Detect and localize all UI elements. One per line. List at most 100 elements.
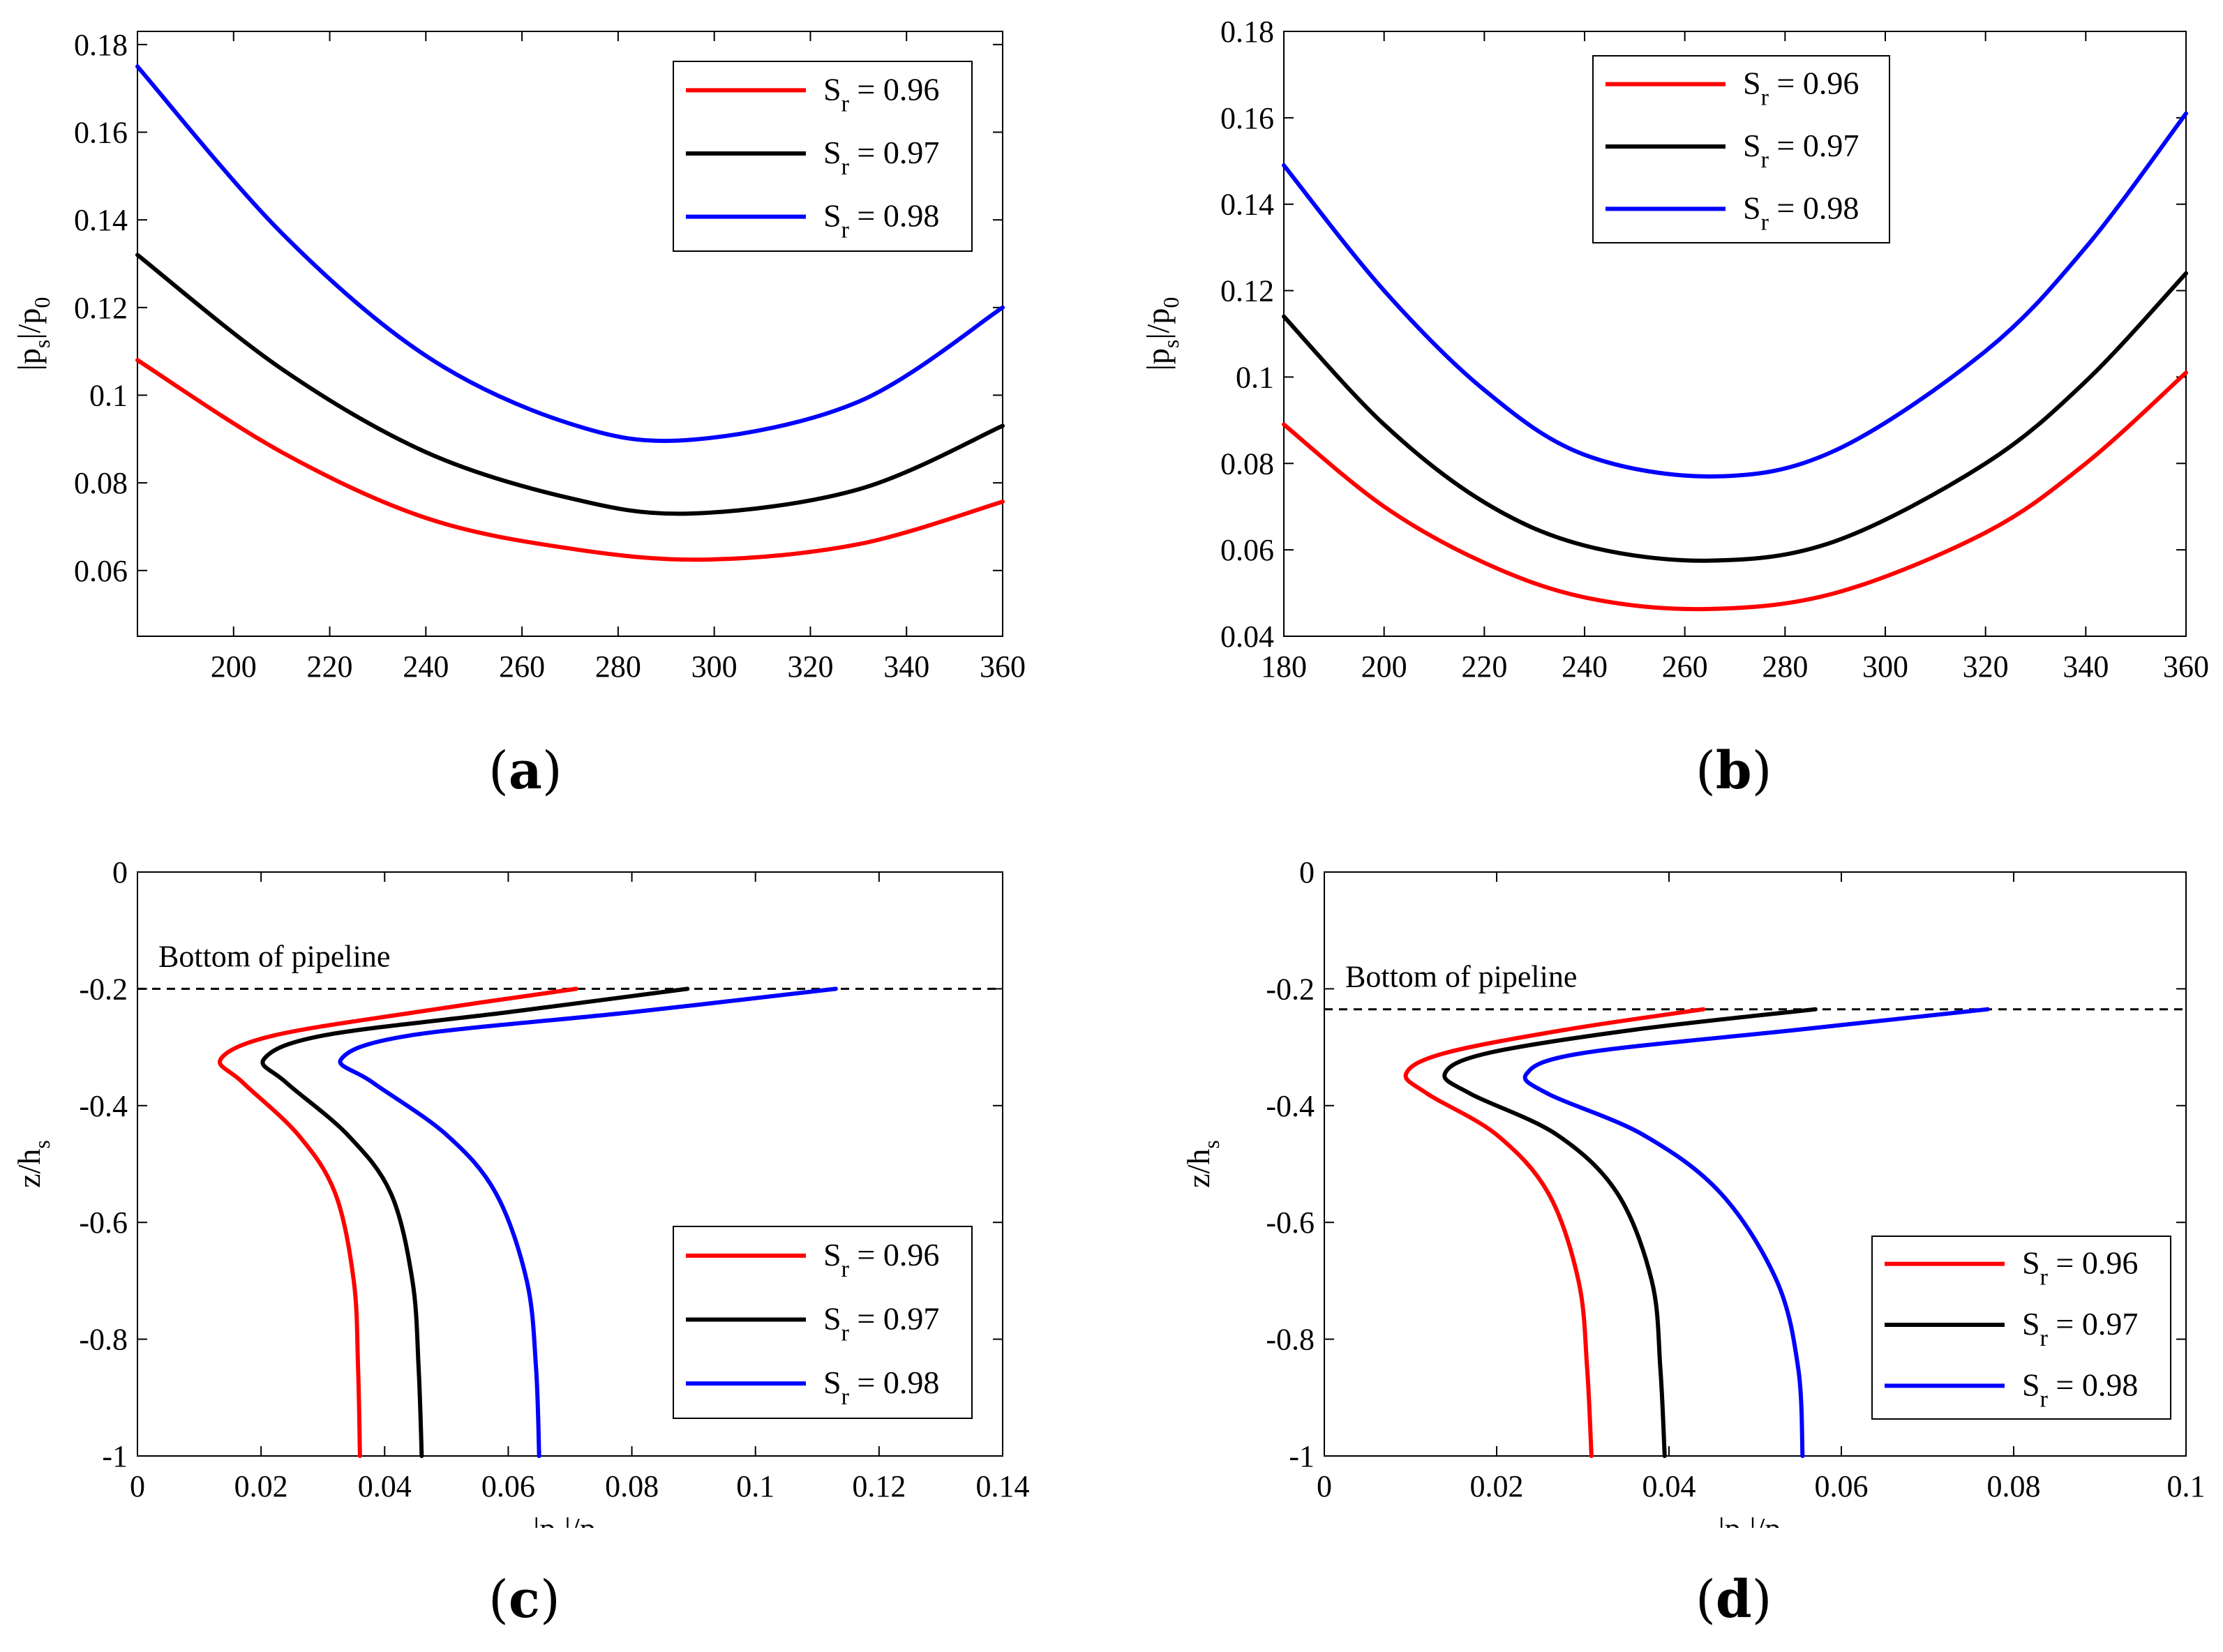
y-tick-label: 0.1 [1236, 360, 1274, 394]
panel-label-d: (d) [1696, 1570, 1772, 1630]
y-tick-label: 0.04 [1220, 620, 1274, 654]
x-tick-label: 260 [499, 649, 545, 684]
panel-letter-b: b [1715, 741, 1752, 801]
y-tick-label: -0.6 [79, 1206, 128, 1240]
panel-label-a: (a) [488, 741, 562, 801]
legend-entry-value: = 0.97 [2048, 1306, 2138, 1342]
legend-box [673, 61, 973, 252]
y-axis-label: |ps|/p0 [11, 297, 54, 371]
y-axis-label: z/hs [1181, 1140, 1224, 1188]
y-axis-label: |ps|/p0 [1140, 297, 1183, 371]
plot-area-frame [137, 871, 1003, 1457]
y-tick-label: 0.08 [74, 466, 128, 500]
legend-entry-sub: r [1761, 209, 1769, 235]
legend-entry: Sr = 0.96 [823, 1237, 939, 1282]
x-axis-label: |ps|/p0 [1719, 1511, 1792, 1528]
x-tick-label: 0.02 [234, 1469, 288, 1503]
series-line [135, 64, 1005, 444]
legend-entry-main: S [2022, 1306, 2040, 1342]
x-tick-label: 180 [1261, 649, 1307, 684]
y-tick-label: 0.18 [1220, 15, 1274, 49]
x-tick-label: 220 [1461, 649, 1507, 684]
y-tick-label: -0.4 [79, 1089, 128, 1123]
series-line [1522, 1007, 1990, 1458]
x-tick-label: 220 [307, 649, 353, 684]
y-tick-label: 0.16 [74, 116, 128, 150]
legend-entry: Sr = 0.96 [823, 71, 939, 117]
legend-entry-value: = 0.98 [849, 198, 939, 234]
y-tick-label: 0.06 [74, 554, 128, 588]
legend-entry-main: S [1743, 128, 1761, 163]
chart-d: 0 0.02 0.04 0.06 0.08 0.1 -1 -0.8 -0.6 -0.4 -0.2 0 |… [1181, 855, 2206, 1528]
legend-entry-sub: r [841, 91, 850, 117]
legend-entry: Sr = 0.97 [2022, 1306, 2138, 1351]
y-label-sub: s [29, 340, 54, 348]
x-label-part: |/p [564, 1511, 596, 1528]
legend-entry-main: S [823, 135, 841, 170]
x-tick-label: 280 [1762, 649, 1808, 684]
y-label-part: |p [1140, 348, 1176, 370]
y-tick-label: 0.18 [74, 28, 128, 62]
chart-b: 180 200 220 240 260 280 300 320 340 360 0.04 0.06 0.… [1140, 15, 2209, 698]
legend-entry-main: S [823, 198, 841, 234]
legend-entry: Sr = 0.97 [823, 135, 939, 180]
y-label-part: |p [11, 348, 47, 370]
legend-entry-sub: r [841, 1384, 850, 1410]
legend-entry-value: = 0.98 [849, 1365, 939, 1400]
plot-area-frame [137, 31, 1003, 637]
y-tick-label: -0.8 [79, 1323, 128, 1357]
x-tick-label: 0.08 [605, 1469, 659, 1503]
x-tick-label: 320 [1963, 649, 2009, 684]
y-tick-label: 0.16 [1220, 101, 1274, 135]
legend-entry-sub: r [2040, 1326, 2049, 1351]
y-tick-label: 0.14 [1220, 188, 1274, 222]
y-label-sub: s [1158, 340, 1183, 348]
legend-entry-sub: r [841, 218, 850, 243]
y-tick-label: -0.2 [1266, 972, 1315, 1006]
x-tick-label: 0.14 [976, 1469, 1030, 1503]
legend-entry-sub: r [2040, 1265, 2049, 1291]
y-label-sub: s [1199, 1140, 1224, 1148]
x-tick-label: 300 [691, 649, 738, 684]
y-tick-label: 0.12 [1220, 274, 1274, 308]
legend-entry-main: S [2022, 1245, 2040, 1281]
legend-entry-sub: r [2040, 1386, 2049, 1412]
legend-entry-main: S [1743, 66, 1761, 101]
x-tick-label: 240 [1562, 649, 1608, 684]
legend-entry-value: = 0.97 [1769, 128, 1859, 163]
y-label-sub: 0 [29, 297, 54, 308]
x-tick-label: 0 [130, 1469, 145, 1503]
legend-entry: Sr = 0.97 [1743, 128, 1859, 173]
legend-entry-sub: r [841, 1321, 850, 1346]
legend-entry-value: = 0.96 [2048, 1245, 2138, 1281]
series-line [338, 986, 838, 1458]
x-tick-label: 0 [1317, 1469, 1332, 1503]
legend-entry-value: = 0.96 [849, 71, 939, 107]
legend-entry: Sr = 0.97 [823, 1301, 939, 1346]
y-label-part: |/p [11, 308, 47, 340]
panel-letter-c: c [508, 1570, 540, 1630]
y-tick-label: -0.2 [79, 972, 128, 1006]
legend-box [673, 1226, 973, 1419]
series-line [135, 253, 1005, 516]
y-tick-label: 0.12 [74, 291, 128, 325]
panel-label-c: (c) [488, 1570, 560, 1630]
legend-entry-sub: r [1761, 147, 1769, 173]
y-label-sub: s [29, 1140, 54, 1148]
legend-entry: Sr = 0.98 [1743, 190, 1859, 235]
x-tick-label: 320 [787, 649, 833, 684]
y-label-part: z/h [11, 1149, 47, 1188]
x-tick-label: 0.1 [2167, 1469, 2206, 1503]
legend-entry-sub: r [841, 1256, 850, 1282]
y-label-part: z/h [1181, 1149, 1216, 1188]
legend-entry: Sr = 0.98 [2022, 1367, 2138, 1412]
x-label-part: |/p [1749, 1511, 1781, 1528]
x-tick-label: 340 [2063, 649, 2109, 684]
y-tick-label: 0.1 [89, 378, 128, 412]
x-tick-label: 260 [1662, 649, 1708, 684]
panel-letter-d: d [1715, 1570, 1752, 1630]
x-tick-label: 0.02 [1470, 1469, 1524, 1503]
series-line [1442, 1007, 1818, 1458]
legend-entry-main: S [823, 1301, 841, 1337]
y-tick-label: -0.8 [1266, 1323, 1315, 1357]
